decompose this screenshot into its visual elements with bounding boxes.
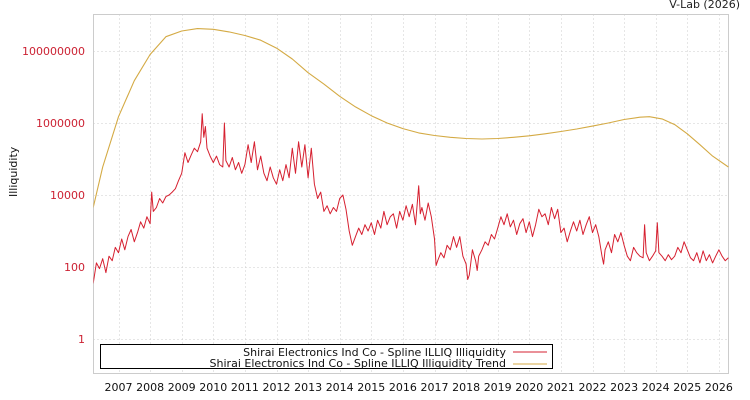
x-tick-label: 2010 xyxy=(199,381,227,394)
x-tick-label: 2017 xyxy=(421,381,449,394)
y-axis-ticks: 1 100 10000 1000000 100000000 xyxy=(22,45,85,346)
x-axis-ticks: 2007 2008 2009 2010 2011 2012 2013 2014 2015 2016… xyxy=(105,381,733,394)
x-tick-label: 2012 xyxy=(263,381,291,394)
legend-box xyxy=(100,344,553,369)
x-tick-label: 2016 xyxy=(389,381,417,394)
x-tick-label: 2011 xyxy=(231,381,259,394)
x-tick-label: 2022 xyxy=(579,381,607,394)
x-tick-label: 2026 xyxy=(705,381,733,394)
x-tick-label: 2013 xyxy=(294,381,322,394)
y-tick-label: 100 xyxy=(64,261,85,274)
legend-label-illiquidity: Shirai Electronics Ind Co - Spline ILLIQ… xyxy=(243,346,506,359)
y-tick-label: 1000000 xyxy=(36,117,85,130)
x-tick-label: 2025 xyxy=(673,381,701,394)
y-tick-label: 1 xyxy=(78,333,85,346)
x-tick-label: 2020 xyxy=(515,381,543,394)
x-tick-label: 2018 xyxy=(452,381,480,394)
x-tick-label: 2015 xyxy=(357,381,385,394)
x-tick-label: 2009 xyxy=(168,381,196,394)
legend: Shirai Electronics Ind Co - Spline ILLIQ… xyxy=(100,344,553,370)
illiquidity-series-line xyxy=(93,113,729,284)
x-tick-label: 2024 xyxy=(642,381,670,394)
x-tick-label: 2021 xyxy=(547,381,575,394)
x-tick-label: 2014 xyxy=(326,381,354,394)
trend-series-line xyxy=(93,28,729,208)
x-tick-label: 2008 xyxy=(136,381,164,394)
y-tick-label: 10000 xyxy=(50,189,85,202)
plot-area xyxy=(93,14,729,374)
x-tick-label: 2023 xyxy=(610,381,638,394)
legend-label-trend: Shirai Electronics Ind Co - Spline ILLIQ… xyxy=(210,357,506,370)
y-tick-label: 100000000 xyxy=(22,45,85,58)
series-lines xyxy=(93,28,729,284)
x-tick-label: 2019 xyxy=(484,381,512,394)
x-tick-label: 2007 xyxy=(105,381,133,394)
chart-credit: V-Lab (2026) xyxy=(669,0,740,11)
